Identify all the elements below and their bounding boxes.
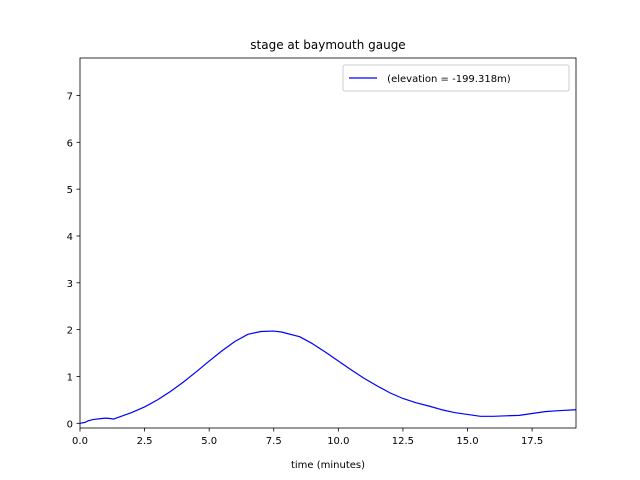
x-tick-label: 12.5 <box>392 436 414 447</box>
legend: (elevation = -199.318m) <box>342 64 570 92</box>
x-tick-label: 7.5 <box>266 436 282 447</box>
y-tick-label: 4 <box>67 232 73 243</box>
x-tick-label: 10.0 <box>327 436 349 447</box>
legend-box <box>342 64 570 92</box>
plot-frame <box>79 57 577 429</box>
legend-entry-label: (elevation = -199.318m) <box>384 74 511 85</box>
plot-lines <box>79 330 577 424</box>
y-tick-label: 7 <box>67 91 73 102</box>
y-tick-label: 5 <box>67 185 73 196</box>
y-tick-label: 6 <box>67 138 73 149</box>
x-axis-label: time (minutes) <box>291 460 365 471</box>
y-tick-label: 0 <box>67 419 73 430</box>
x-tick-label: 0.0 <box>72 436 88 447</box>
x-tick-label: 17.5 <box>521 436 543 447</box>
series-line <box>79 330 577 424</box>
y-tick-label: 3 <box>67 279 73 290</box>
y-tick-label: 2 <box>67 326 73 337</box>
y-axis-ticks: 0 1 2 3 4 5 6 7 <box>67 91 80 430</box>
x-tick-label: 5.0 <box>201 436 217 447</box>
y-tick-label: 1 <box>67 372 73 383</box>
x-axis-ticks: 0.0 2.5 5.0 7.5 10.0 12.5 15.0 17.5 <box>72 428 543 447</box>
x-tick-label: 2.5 <box>137 436 153 447</box>
x-tick-label: 15.0 <box>456 436 478 447</box>
chart-title: stage at baymouth gauge <box>250 38 405 52</box>
